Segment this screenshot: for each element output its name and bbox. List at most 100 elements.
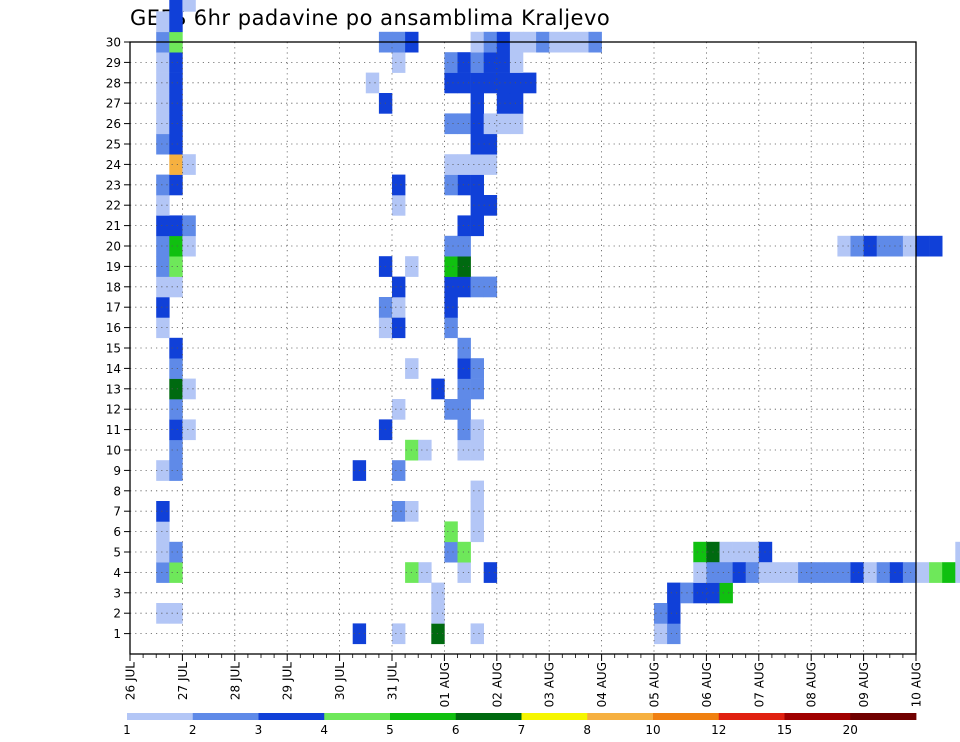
y-tick-label: 24 xyxy=(106,158,121,172)
heatmap-cell xyxy=(392,195,406,216)
heatmap-cell xyxy=(902,235,917,257)
heatmap-cell xyxy=(169,215,183,237)
colorbar-label: 8 xyxy=(583,723,591,737)
heatmap-cell xyxy=(457,174,471,196)
heatmap-cell xyxy=(483,276,498,298)
heatmap-cell xyxy=(444,297,458,318)
heatmap-cell xyxy=(169,93,183,114)
heatmap-cell xyxy=(169,276,183,298)
heatmap-cell xyxy=(156,113,170,135)
y-tick-label: 21 xyxy=(106,219,121,233)
heatmap-cell xyxy=(169,439,183,461)
heatmap-cell xyxy=(169,0,183,12)
heatmap-cell xyxy=(496,52,511,73)
x-tick-label: 30 JUL xyxy=(333,662,347,700)
heatmap-cell xyxy=(667,582,681,604)
heatmap-cell xyxy=(470,439,484,461)
y-tick-label: 5 xyxy=(113,546,121,560)
y-tick-label: 20 xyxy=(106,240,121,254)
heatmap-cell xyxy=(169,337,183,359)
heatmap-cell xyxy=(863,562,877,583)
colorbar-segment xyxy=(324,713,391,720)
colorbar-segment xyxy=(127,713,194,720)
y-tick-label: 15 xyxy=(106,342,121,356)
colorbar-label: 1 xyxy=(123,723,131,737)
heatmap-cell xyxy=(444,113,458,135)
heatmap-cell xyxy=(444,317,458,339)
heatmap-cell xyxy=(444,276,458,298)
heatmap-cell xyxy=(457,276,471,298)
heatmap-cell xyxy=(509,52,524,73)
heatmap-cell xyxy=(876,235,891,257)
heatmap-cell xyxy=(156,195,170,216)
heatmap-cell xyxy=(169,235,183,257)
heatmap-cell xyxy=(392,623,406,645)
heatmap-cell xyxy=(418,562,432,583)
colorbar-label: 6 xyxy=(452,723,460,737)
heatmap-cell xyxy=(444,154,458,175)
y-tick-label: 10 xyxy=(106,444,121,458)
y-tick-label: 18 xyxy=(106,280,121,294)
y-tick-label: 30 xyxy=(106,36,121,50)
y-tick-label: 22 xyxy=(106,199,121,213)
heatmap-cell xyxy=(156,133,170,155)
heatmap-cell xyxy=(182,215,196,237)
heatmap-cell xyxy=(483,72,498,94)
y-tick-label: 28 xyxy=(106,76,121,90)
heatmap-cell xyxy=(785,562,799,583)
colorbar-segment xyxy=(784,713,851,720)
heatmap-cell xyxy=(169,399,183,420)
x-tick-label: 26 JUL xyxy=(124,662,138,700)
heatmap-cell xyxy=(889,235,904,257)
y-tick-label: 16 xyxy=(106,321,121,335)
heatmap-cell xyxy=(169,378,183,400)
heatmap-cell xyxy=(156,276,170,298)
heatmap-cell xyxy=(156,562,170,583)
heatmap-cell xyxy=(496,93,511,114)
heatmap-cell xyxy=(392,297,406,318)
heatmap-cell xyxy=(156,521,170,543)
heatmap-cell xyxy=(169,562,183,583)
y-tick-label: 27 xyxy=(106,97,121,111)
heatmap-cell xyxy=(182,378,196,400)
heatmap-cell xyxy=(745,541,760,563)
x-tick-label: 31 JUL xyxy=(386,662,400,700)
colorbar-segment xyxy=(390,713,457,720)
heatmap-cell xyxy=(798,562,812,583)
y-tick-label: 13 xyxy=(106,382,121,396)
y-tick-label: 25 xyxy=(106,138,121,152)
y-tick-label: 23 xyxy=(106,178,121,192)
heatmap-cell xyxy=(457,256,471,277)
heatmap-cell xyxy=(169,256,183,277)
heatmap-cell xyxy=(392,317,406,339)
colorbar-segment xyxy=(850,713,917,720)
y-tick-label: 2 xyxy=(113,607,121,621)
heatmap-cell xyxy=(169,603,183,624)
heatmap-cell xyxy=(693,541,707,563)
x-axis: 26 JUL 27 JUL 28 JUL 29 JUL 30 JUL 31 JUL 01 A… xyxy=(124,654,924,707)
y-tick-label: 17 xyxy=(106,301,121,315)
heatmap-cell xyxy=(771,562,786,583)
y-tick-label: 9 xyxy=(113,464,121,478)
heatmap-cell xyxy=(444,235,458,257)
heatmap-cell xyxy=(889,562,904,583)
x-tick-label: 04 AUG xyxy=(595,662,609,707)
heatmap-cell xyxy=(509,113,524,135)
heatmap-cell xyxy=(457,419,471,441)
heatmap-cell xyxy=(457,235,471,257)
heatmap-cell xyxy=(457,399,471,420)
heatmap-cell xyxy=(169,419,183,441)
heatmap-cell xyxy=(470,174,484,196)
heatmap-cell xyxy=(444,72,458,94)
heatmap-cell xyxy=(169,11,183,33)
heatmap-cell xyxy=(169,358,183,379)
heatmap-cell xyxy=(470,419,484,441)
heatmap-cell xyxy=(156,501,170,522)
heatmap-cell xyxy=(392,501,406,522)
colorbar-label: 4 xyxy=(320,723,328,737)
colorbar-label: 2 xyxy=(189,723,197,737)
colorbar-label: 5 xyxy=(386,723,394,737)
heatmap-cell xyxy=(470,623,484,645)
heatmap-cell xyxy=(863,235,877,257)
x-tick-label: 28 JUL xyxy=(228,662,242,700)
